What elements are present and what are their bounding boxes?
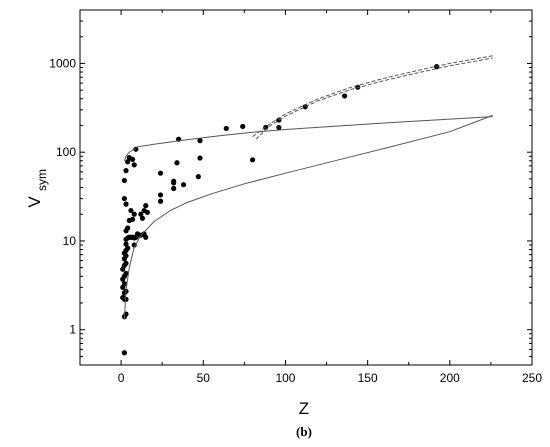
data-point [121, 195, 127, 202]
x-tick-label: 100 [275, 371, 295, 385]
data-point [125, 159, 131, 165]
data-point [121, 177, 127, 184]
plot-marks [120, 55, 493, 356]
data-point [125, 225, 131, 231]
figure-caption: (b) [296, 424, 312, 439]
data-point [131, 242, 137, 248]
data-point [223, 125, 229, 132]
solid-fit-curve [123, 114, 493, 320]
axis-ticks: 0 50 100 150 200 250 1 10 100 1000 [49, 9, 542, 385]
x-tick-label: 250 [522, 371, 542, 385]
data-point [121, 350, 127, 356]
y-axis-title-main: V [25, 196, 44, 208]
x-tick-label: 200 [440, 371, 460, 385]
data-point [180, 182, 187, 188]
data-point [174, 160, 180, 166]
data-point [143, 203, 149, 209]
y-tick-label: 100 [56, 145, 76, 159]
data-point [123, 260, 129, 266]
data-point [157, 198, 164, 204]
data-point [133, 146, 139, 152]
y-axis-title: V sym [25, 169, 49, 208]
solid-fit-curve [123, 116, 493, 161]
data-point [123, 270, 129, 277]
data-point [171, 185, 177, 192]
data-point [276, 124, 282, 131]
data-point [249, 157, 256, 163]
data-point [240, 123, 246, 130]
data-point [128, 207, 134, 214]
data-point [120, 294, 126, 301]
data-point [143, 234, 149, 240]
data-point [131, 162, 137, 168]
y-tick-label: 1000 [49, 56, 76, 70]
data-point [129, 156, 136, 162]
data-point [123, 201, 129, 207]
dashed-fit-curve [255, 57, 493, 140]
data-point [123, 241, 129, 247]
data-point [121, 281, 127, 287]
data-point [197, 155, 203, 161]
data-point [171, 178, 177, 184]
y-tick-label: 1 [69, 323, 76, 337]
data-point [144, 209, 150, 215]
y-axis-title-sub: sym [35, 169, 49, 191]
data-point [129, 216, 136, 222]
data-point [138, 211, 144, 217]
x-tick-label: 0 [118, 371, 125, 385]
data-point [139, 215, 146, 221]
data-point [131, 211, 137, 217]
dashed-fit-curve [252, 55, 493, 138]
data-point [157, 170, 164, 176]
x-axis-title: Z [299, 399, 309, 418]
data-point [157, 192, 164, 198]
y-tick-label: 10 [63, 234, 77, 248]
data-point [342, 93, 348, 99]
data-point [123, 168, 129, 174]
x-tick-label: 150 [358, 371, 378, 385]
data-point [125, 245, 131, 251]
data-point [195, 174, 201, 180]
data-point [197, 138, 203, 144]
x-tick-label: 50 [197, 371, 211, 385]
